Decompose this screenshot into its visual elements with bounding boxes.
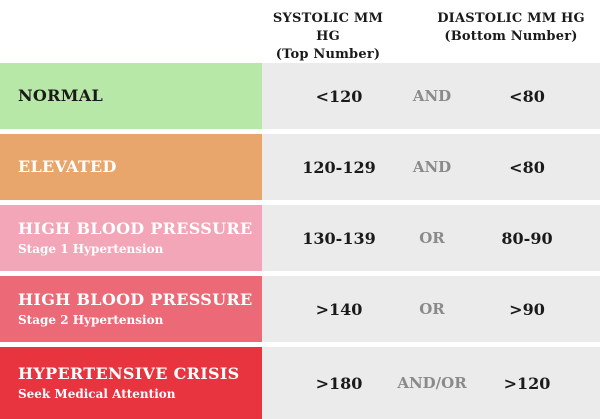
diastolic-column-header: DIASTOLIC MM HG (Bottom Number) [432,10,590,46]
diastolic-value: >90 [509,299,545,319]
category-cell: HIGH BLOOD PRESSURE Stage 2 Hypertension [0,276,262,342]
systolic-value: 130-139 [302,228,376,248]
systolic-value: >140 [315,299,363,319]
systolic-value: 120-129 [302,157,376,177]
conjunction-label: OR [419,300,445,318]
conjunction-label: AND [412,158,452,176]
systolic-column-header: SYSTOLIC MM HG (Top Number) [262,10,394,64]
diastolic-value: >120 [503,373,551,393]
systolic-header-subtitle: (Top Number) [275,47,381,62]
values-cell: >180 AND/OR >120 [262,347,600,419]
conjunction-label: AND/OR [397,374,467,392]
values-cell: <120 AND <80 [262,63,600,129]
diastolic-header-subtitle: (Bottom Number) [444,29,578,44]
category-row-normal: NORMAL <120 AND <80 [0,63,600,129]
conjunction-label: AND [412,87,452,105]
conjunction-label: OR [419,229,445,247]
category-row-stage-2: HIGH BLOOD PRESSURE Stage 2 Hypertension… [0,276,600,342]
category-row-elevated: ELEVATED 120-129 AND <80 [0,134,600,200]
category-subtitle: Stage 2 Hypertension [18,312,164,327]
systolic-value: >180 [315,373,363,393]
diastolic-header-title: DIASTOLIC MM HG [437,11,585,26]
category-row-crisis: HYPERTENSIVE CRISIS Seek Medical Attenti… [0,347,600,419]
systolic-header-title: SYSTOLIC MM HG [272,11,384,44]
values-cell: 120-129 AND <80 [262,134,600,200]
category-cell: NORMAL [0,63,262,129]
diastolic-value: 80-90 [501,228,553,248]
category-subtitle: Seek Medical Attention [18,386,176,401]
category-name: HIGH BLOOD PRESSURE [18,289,253,309]
values-cell: >140 OR >90 [262,276,600,342]
table-header: SYSTOLIC MM HG (Top Number) DIASTOLIC MM… [0,0,600,62]
category-row-stage-1: HIGH BLOOD PRESSURE Stage 1 Hypertension… [0,205,600,271]
diastolic-value: <80 [509,157,545,177]
category-name: NORMAL [18,86,104,105]
systolic-value: <120 [315,86,363,106]
category-cell: HIGH BLOOD PRESSURE Stage 1 Hypertension [0,205,262,271]
category-name: HYPERTENSIVE CRISIS [18,363,240,383]
category-cell: ELEVATED [0,134,262,200]
diastolic-value: <80 [509,86,545,106]
category-subtitle: Stage 1 Hypertension [18,241,164,256]
category-name: HIGH BLOOD PRESSURE [18,218,253,238]
category-name: ELEVATED [18,157,117,176]
category-cell: HYPERTENSIVE CRISIS Seek Medical Attenti… [0,347,262,419]
values-cell: 130-139 OR 80-90 [262,205,600,271]
